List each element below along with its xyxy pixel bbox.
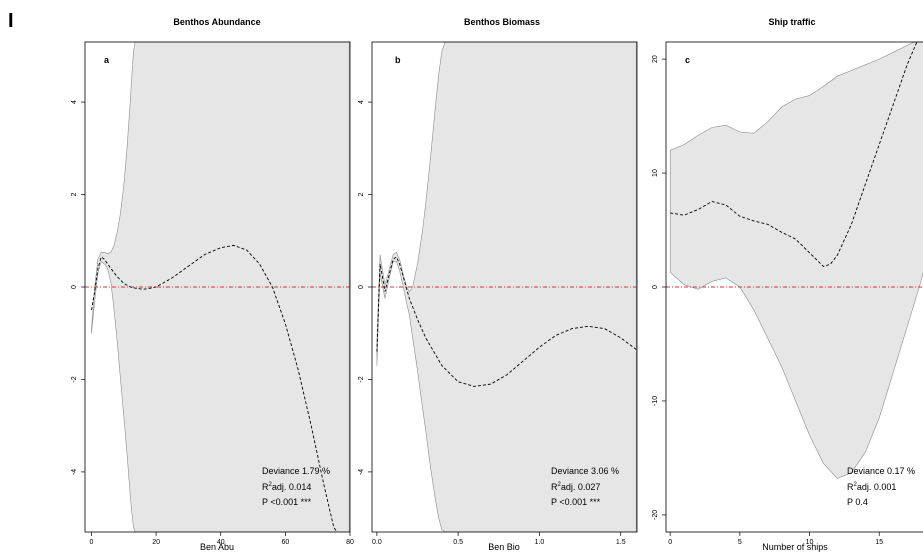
panel-a-letter: a bbox=[104, 55, 110, 65]
panel-a-title: Benthos Abundance bbox=[173, 17, 260, 27]
panel-b-title: Benthos Biomass bbox=[464, 17, 540, 27]
panel-b-stat-deviance: Deviance 3.06 % bbox=[551, 466, 619, 476]
panel-c-ytick-label: 20 bbox=[652, 55, 659, 63]
panel-c-band bbox=[669, 41, 923, 479]
panel-c-ytick-label: -10 bbox=[652, 396, 659, 406]
panel-b-ytick-label: 2 bbox=[358, 193, 365, 197]
panel-a-fit-line bbox=[91, 244, 338, 533]
panel-b-xtick-label: 0.5 bbox=[453, 539, 463, 546]
panel-a-xtick-label: 40 bbox=[217, 539, 225, 546]
panel-a-xtick-label: 0 bbox=[90, 539, 94, 546]
panel-a-stat-r2: R2adj. 0.014 bbox=[262, 482, 311, 492]
panel-a-fit-group bbox=[91, 244, 338, 533]
panel-c-yticks: -20 -10 0 10 20 bbox=[652, 55, 666, 520]
panel-a-ytick-label: 2 bbox=[71, 193, 78, 197]
panel-c-xtick-label: 0 bbox=[668, 539, 672, 546]
panel-b-xtick-label: 1.5 bbox=[616, 539, 626, 546]
panel-a-xtick-label: 60 bbox=[281, 539, 289, 546]
panel-b-stat-r2-value: adj. 0.027 bbox=[561, 482, 601, 492]
panel-a-ytick-label: -4 bbox=[71, 469, 78, 475]
panel-a: Benthos Abundance a 0 20 40 60 80 -4 -2 0 2 4 Be… bbox=[71, 17, 354, 552]
panel-c-xtick-label: 10 bbox=[806, 539, 814, 546]
panel-a-ytick-label: 0 bbox=[71, 285, 78, 289]
panel-b: Benthos Biomass b 0.0 0.5 1.0 1.5 -4 -2 0 2 4 B… bbox=[358, 17, 638, 552]
panel-a-yticks: -4 -2 0 2 4 bbox=[71, 100, 85, 475]
panel-b-ytick-label: 4 bbox=[358, 100, 365, 104]
panel-a-stat-r2-value: adj. 0.014 bbox=[272, 482, 312, 492]
panel-c: Ship traffic c 0 5 10 15 -20 -10 0 10 20 Number… bbox=[652, 17, 923, 552]
panel-b-xticks: 0.0 0.5 1.0 1.5 bbox=[372, 532, 626, 546]
panel-b-xlabel: Ben Bio bbox=[488, 542, 520, 552]
panel-c-xlabel: Number of ships bbox=[762, 542, 828, 552]
panel-c-fit-group bbox=[670, 41, 918, 268]
panel-a-ytick-label: -2 bbox=[71, 376, 78, 382]
panel-c-title: Ship traffic bbox=[768, 17, 815, 27]
panel-c-ytick-label: 0 bbox=[652, 285, 659, 289]
panel-c-ytick-label: -20 bbox=[652, 510, 659, 520]
panel-c-confidence-band bbox=[669, 41, 923, 479]
panel-c-fit-line bbox=[670, 41, 918, 268]
panel-tag: I bbox=[8, 10, 14, 32]
panel-b-fit-group bbox=[376, 256, 637, 387]
panel-a-xlabel: Ben Abu bbox=[200, 542, 234, 552]
panel-c-stat-r2-value: adj. 0.001 bbox=[857, 482, 897, 492]
panel-c-xtick-label: 15 bbox=[875, 539, 883, 546]
panel-a-xticks: 0 20 40 60 80 bbox=[90, 532, 354, 546]
panel-b-xtick-label: 1.0 bbox=[535, 539, 545, 546]
panel-b-fit-line bbox=[376, 256, 637, 387]
panel-c-stat-deviance: Deviance 0.17 % bbox=[847, 466, 915, 476]
panel-b-ytick-label: -4 bbox=[358, 469, 365, 475]
panel-c-xticks: 0 5 10 15 bbox=[668, 532, 883, 546]
panel-a-xtick-label: 20 bbox=[152, 539, 160, 546]
panel-a-ytick-label: 4 bbox=[71, 100, 78, 104]
panel-c-stat-r2: R2adj. 0.001 bbox=[847, 482, 896, 492]
panel-b-stat-r2: R2adj. 0.027 bbox=[551, 482, 600, 492]
panel-b-letter: b bbox=[395, 55, 401, 65]
panel-c-stat-p: P 0.4 bbox=[847, 497, 868, 507]
panel-b-xtick-label: 0.0 bbox=[372, 539, 382, 546]
panel-a-stat-deviance: Deviance 1.79 % bbox=[262, 466, 330, 476]
panel-a-xtick-label: 80 bbox=[346, 539, 354, 546]
panel-b-stat-p: P <0.001 *** bbox=[551, 497, 601, 507]
panel-c-ytick-label: 10 bbox=[652, 169, 659, 177]
panel-b-ytick-label: 0 bbox=[358, 285, 365, 289]
panel-c-xtick-label: 5 bbox=[738, 539, 742, 546]
panel-b-yticks: -4 -2 0 2 4 bbox=[358, 100, 372, 475]
panel-a-stat-p: P <0.001 *** bbox=[262, 497, 312, 507]
panel-c-letter: c bbox=[685, 55, 690, 65]
panel-b-ytick-label: -2 bbox=[358, 376, 365, 382]
